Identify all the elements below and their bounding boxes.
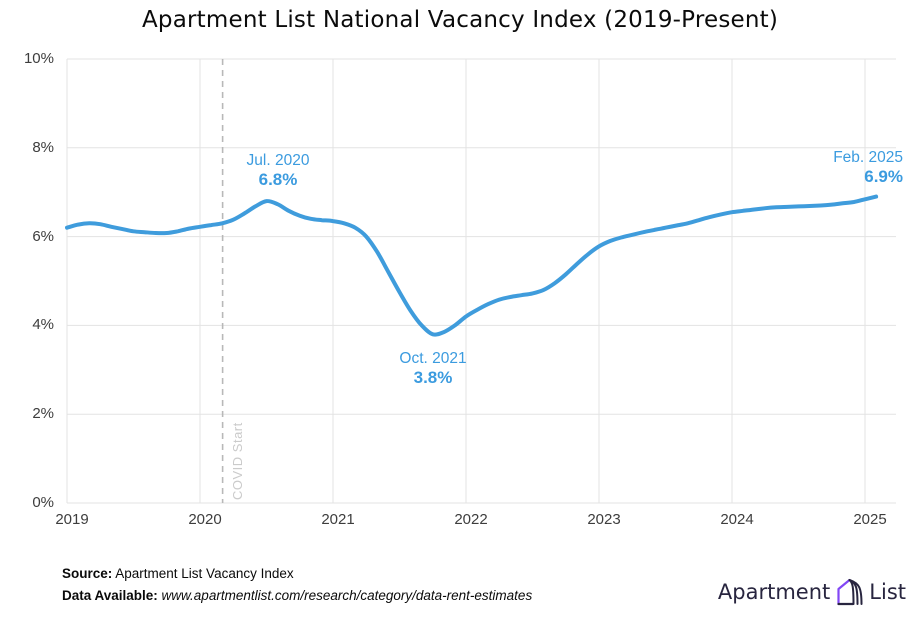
y-axis-tick-label: 2% bbox=[32, 405, 54, 423]
annotation-jul-2020: Jul. 2020 6.8% bbox=[230, 151, 326, 189]
apartment-list-house-icon bbox=[837, 578, 863, 606]
y-axis-tick-label: 4% bbox=[32, 316, 54, 334]
x-axis-tick-label: 2020 bbox=[188, 511, 222, 528]
annotation-oct-2021: Oct. 2021 3.8% bbox=[385, 349, 481, 387]
data-available-label: Data Available: bbox=[62, 588, 158, 603]
annotation-value: 6.9% bbox=[864, 167, 903, 186]
footer: Source: Apartment List Vacancy Index Dat… bbox=[62, 563, 532, 607]
x-axis-tick-label: 2021 bbox=[321, 511, 355, 528]
covid-start-label: COVID Start bbox=[230, 422, 245, 500]
source-value: Apartment List Vacancy Index bbox=[112, 566, 294, 581]
data-available-line: Data Available: www.apartmentlist.com/re… bbox=[62, 585, 532, 607]
logo-text-list: List bbox=[869, 579, 906, 604]
x-axis-tick-label: 2019 bbox=[55, 511, 89, 528]
y-axis-tick-label: 0% bbox=[32, 494, 54, 511]
gridlines bbox=[66, 58, 896, 504]
annotation-date: Jul. 2020 bbox=[246, 152, 310, 169]
vacancy-index-line bbox=[65, 194, 879, 337]
x-axis-tick-label: 2024 bbox=[720, 511, 754, 528]
logo-text-apartment: Apartment bbox=[717, 579, 831, 604]
annotation-feb-2025: Feb. 2025 6.9% bbox=[833, 148, 903, 186]
page-title: Apartment List National Vacancy Index (2… bbox=[141, 7, 779, 33]
data-available-url: www.apartmentlist.com/research/category/… bbox=[157, 588, 533, 603]
x-axis-tick-label: 2023 bbox=[587, 511, 621, 528]
x-axis-tick-label: 2022 bbox=[454, 511, 488, 528]
source-label: Source: bbox=[62, 566, 113, 581]
annotation-value: 6.8% bbox=[258, 170, 298, 189]
y-axis-tick-label: 10% bbox=[23, 50, 54, 67]
x-axis-tick-label: 2025 bbox=[853, 511, 887, 528]
y-axis-tick-label: 8% bbox=[32, 138, 54, 156]
source-line: Source: Apartment List Vacancy Index bbox=[62, 563, 532, 585]
annotation-date: Feb. 2025 bbox=[833, 149, 903, 166]
annotation-value: 3.8% bbox=[413, 368, 453, 387]
y-axis-tick-label: 6% bbox=[32, 227, 54, 245]
annotation-date: Oct. 2021 bbox=[399, 350, 467, 367]
apartment-list-logo: Apartment List bbox=[718, 576, 906, 607]
